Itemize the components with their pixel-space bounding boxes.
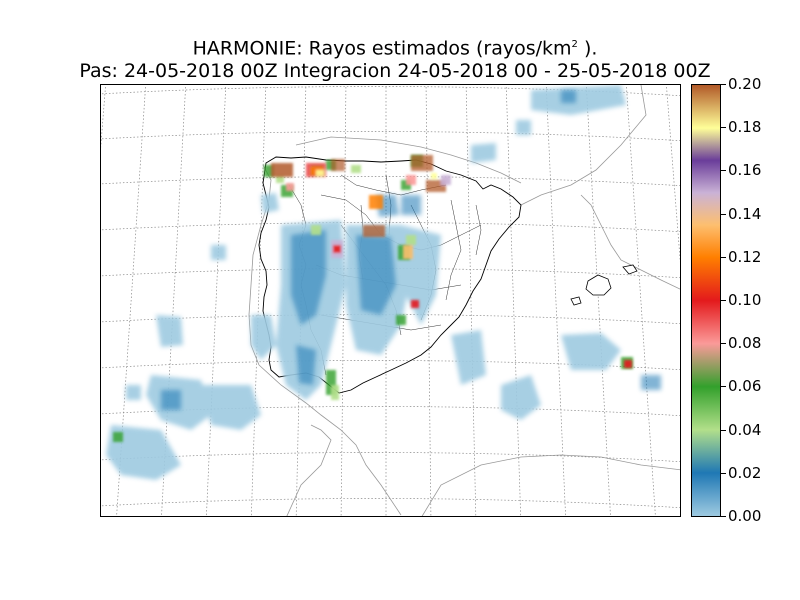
coastlines [248,85,680,516]
colorbar-tick [721,386,726,388]
colorbar-tick [721,300,726,301]
colorbar-tick-label: 0.14 [728,204,762,223]
colorbar-tick-label: 0.06 [728,377,762,396]
colorbar-tick [721,256,726,258]
colorbar-tick-label: 0.12 [728,247,762,266]
colorbar-tick [721,472,726,474]
colorbar-tick-label: 0.10 [728,291,762,309]
colorbar [691,84,721,517]
title-line-2: Pas: 24-05-2018 00Z Integracion 24-05-20… [79,60,711,83]
colorbar-tick-label: 0.18 [728,118,762,137]
colorbar-tick-label: 0.04 [728,420,762,439]
colorbar-tick [721,429,726,431]
colorbar-tick [721,516,726,517]
balearic-islands [570,264,638,306]
colorbar-tick-label: 0.08 [728,334,762,353]
colorbar-tick-label: 0.00 [728,507,762,525]
colorbar-tick-label: 0.02 [728,463,762,482]
title-line-1: HARMONIE: Rayos estimados (rayos/km2 ). [192,37,598,60]
colorbar-tick [721,127,726,129]
medium-blue-field [161,90,661,410]
high-value-cells [271,155,632,368]
colorbar-tick [721,343,726,345]
colorbar-tick-label: 0.16 [728,161,762,180]
map-panel [100,84,681,517]
colorbar-tick-label: 0.20 [728,75,762,93]
colorbar-tick [721,213,726,215]
map-title: HARMONIE: Rayos estimados (rayos/km2 ). … [0,33,790,83]
colorbar-tick [721,84,726,85]
map-canvas [101,85,680,516]
colorbar-tick [721,170,726,172]
